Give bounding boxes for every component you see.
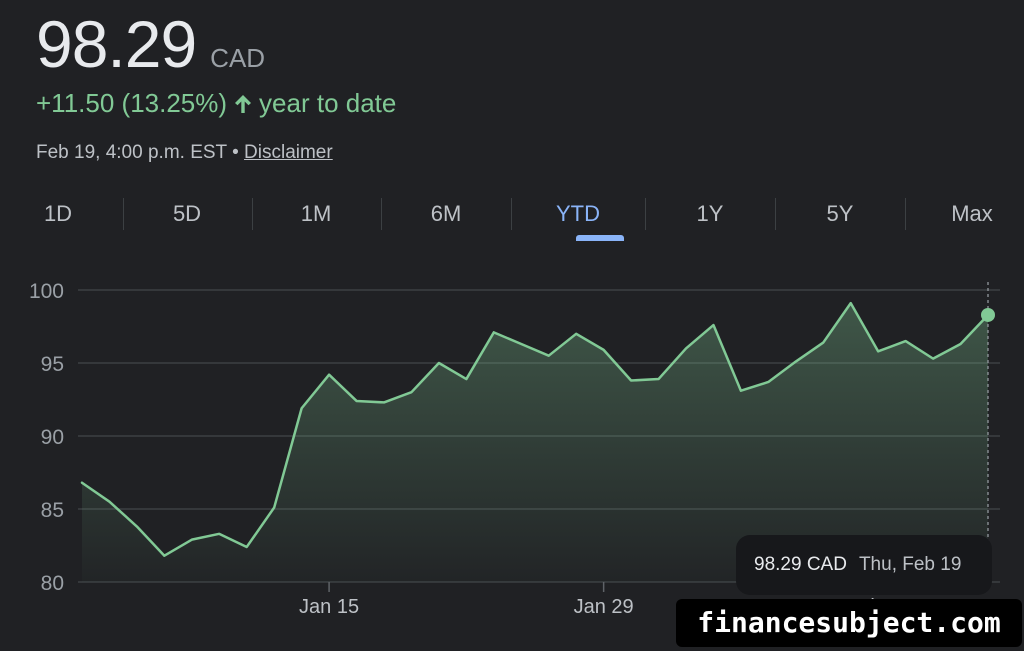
y-tick-label: 90 (41, 426, 64, 449)
price-area (82, 303, 988, 582)
change-value: +11.50 (13.25%) (36, 88, 228, 118)
tooltip-date: Thu, Feb 19 (858, 554, 962, 575)
tab-1m[interactable]: 1M (300, 201, 332, 226)
quote-meta: Feb 19, 4:00 p.m. EST • Disclaimer (36, 142, 333, 164)
y-tick-label: 100 (29, 280, 64, 303)
x-tick-label: Jan 29 (574, 596, 634, 618)
tab-divider (775, 198, 776, 230)
disclaimer-link[interactable]: Disclaimer (244, 142, 333, 163)
current-point-marker (981, 307, 995, 322)
y-tick-label: 95 (41, 353, 64, 376)
watermark: financesubject.com (676, 599, 1022, 647)
price-change: +11.50 (13.25%) year to date (36, 88, 396, 119)
tab-divider (645, 198, 646, 230)
price-header: 98.29 CAD (36, 6, 265, 82)
tab-divider (381, 198, 382, 230)
x-tick-label: Jan 15 (299, 596, 359, 618)
active-tab-indicator (576, 235, 624, 241)
period-label: year to date (259, 88, 397, 118)
tab-1y[interactable]: 1Y (696, 201, 724, 226)
tab-divider (252, 198, 253, 230)
tooltip-price: 98.29 CAD (754, 554, 847, 575)
tab-divider (511, 198, 512, 230)
tab-max[interactable]: Max (951, 201, 993, 226)
tab-5d[interactable]: 5D (172, 201, 202, 226)
meta-separator: • (232, 142, 239, 163)
tab-divider (905, 198, 906, 230)
price-line (80, 301, 990, 557)
tab-1d[interactable]: 1D (43, 201, 73, 226)
arrow-up-icon (233, 93, 253, 115)
y-tick-label: 85 (41, 499, 64, 522)
currency-label: CAD (210, 43, 266, 73)
range-tabs: 1D 5D 1M 6M YTD 1Y 5Y Max (0, 190, 1024, 242)
tab-6m[interactable]: 6M (430, 201, 462, 226)
current-price: 98.29 (36, 7, 197, 81)
tab-ytd[interactable]: YTD (556, 201, 600, 226)
tab-divider (123, 198, 124, 230)
timestamp: Feb 19, 4:00 p.m. EST (36, 142, 227, 163)
y-tick-label: 80 (41, 572, 64, 595)
chart-tooltip: 98.29 CAD Thu, Feb 19 (736, 535, 992, 595)
tab-5y[interactable]: 5Y (826, 201, 854, 226)
